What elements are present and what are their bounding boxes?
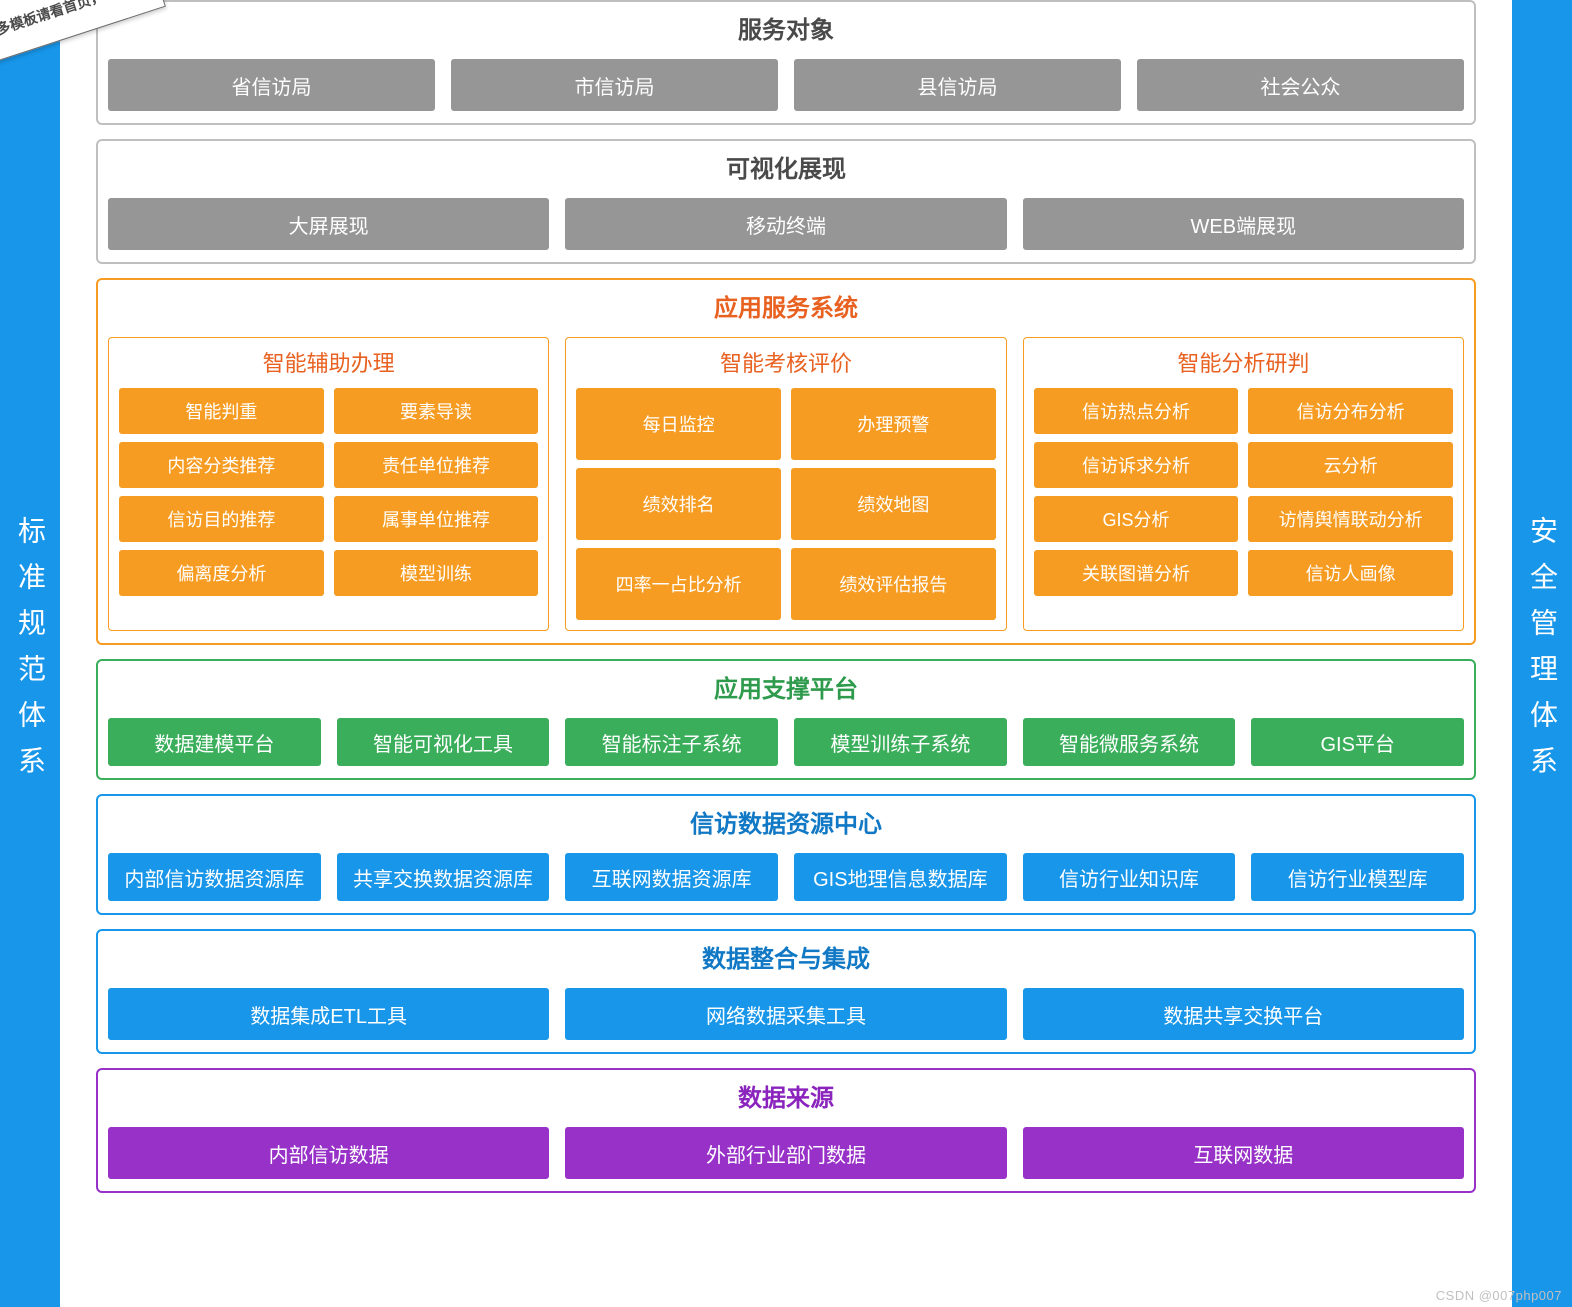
section-app-services: 应用服务系统 智能辅助办理 智能判重要素导读 内容分类推荐责任单位推荐 信访目的… (96, 278, 1476, 645)
row-groups: 智能辅助办理 智能判重要素导读 内容分类推荐责任单位推荐 信访目的推荐属事单位推… (108, 337, 1464, 631)
section-title: 可视化展现 (108, 147, 1464, 188)
box: 信访诉求分析 (1034, 442, 1239, 488)
section-data-center: 信访数据资源中心 内部信访数据资源库 共享交换数据资源库 互联网数据资源库 GI… (96, 794, 1476, 915)
row: 内部信访数据资源库 共享交换数据资源库 互联网数据资源库 GIS地理信息数据库 … (108, 853, 1464, 901)
box: 每日监控 (576, 388, 781, 460)
box: 内部信访数据 (108, 1127, 549, 1179)
box: 要素导读 (334, 388, 539, 434)
box: 数据集成ETL工具 (108, 988, 549, 1040)
box: 访情舆情联动分析 (1248, 496, 1453, 542)
row: 内部信访数据 外部行业部门数据 互联网数据 (108, 1127, 1464, 1179)
box: 外部行业部门数据 (565, 1127, 1006, 1179)
box-mobile: 移动终端 (565, 198, 1006, 250)
box: 模型训练子系统 (794, 718, 1007, 766)
row: 省信访局 市信访局 县信访局 社会公众 (108, 59, 1464, 111)
box: 智能判重 (119, 388, 324, 434)
box: 互联网数据资源库 (565, 853, 778, 901)
box: 属事单位推荐 (334, 496, 539, 542)
box: 信访人画像 (1248, 550, 1453, 596)
box-web: WEB端展现 (1023, 198, 1464, 250)
section-title: 数据来源 (108, 1076, 1464, 1117)
section-service-targets: 服务对象 省信访局 市信访局 县信访局 社会公众 (96, 0, 1476, 125)
watermark: CSDN @007php007 (1436, 1288, 1562, 1303)
box: 数据建模平台 (108, 718, 321, 766)
box: 信访分布分析 (1248, 388, 1453, 434)
box: GIS分析 (1034, 496, 1239, 542)
box: 信访行业知识库 (1023, 853, 1236, 901)
left-pillar: 标准规范体系 (0, 0, 60, 1307)
box-county-bureau: 县信访局 (794, 59, 1121, 111)
box: 信访目的推荐 (119, 496, 324, 542)
section-data-integration: 数据整合与集成 数据集成ETL工具 网络数据采集工具 数据共享交换平台 (96, 929, 1476, 1054)
section-visualization: 可视化展现 大屏展现 移动终端 WEB端展现 (96, 139, 1476, 264)
box: 关联图谱分析 (1034, 550, 1239, 596)
group-evaluate: 智能考核评价 每日监控办理预警 绩效排名绩效地图 四率一占比分析绩效评估报告 (565, 337, 1006, 631)
center-column: 服务对象 省信访局 市信访局 县信访局 社会公众 可视化展现 大屏展现 移动终端… (60, 0, 1512, 1307)
box-city-bureau: 市信访局 (451, 59, 778, 111)
box-province-bureau: 省信访局 (108, 59, 435, 111)
group-title: 智能分析研判 (1034, 346, 1453, 378)
section-title: 信访数据资源中心 (108, 802, 1464, 843)
box: 信访行业模型库 (1251, 853, 1464, 901)
box: 互联网数据 (1023, 1127, 1464, 1179)
box: 绩效地图 (791, 468, 996, 540)
box: 绩效排名 (576, 468, 781, 540)
box: 云分析 (1248, 442, 1453, 488)
box: GIS地理信息数据库 (794, 853, 1007, 901)
box: 智能可视化工具 (337, 718, 550, 766)
box: 责任单位推荐 (334, 442, 539, 488)
row: 数据集成ETL工具 网络数据采集工具 数据共享交换平台 (108, 988, 1464, 1040)
box: GIS平台 (1251, 718, 1464, 766)
box: 办理预警 (791, 388, 996, 460)
box: 信访热点分析 (1034, 388, 1239, 434)
box: 网络数据采集工具 (565, 988, 1006, 1040)
section-support-platform: 应用支撑平台 数据建模平台 智能可视化工具 智能标注子系统 模型训练子系统 智能… (96, 659, 1476, 780)
section-title: 应用服务系统 (108, 286, 1464, 327)
row: 数据建模平台 智能可视化工具 智能标注子系统 模型训练子系统 智能微服务系统 G… (108, 718, 1464, 766)
diagram-frame: 标准规范体系 服务对象 省信访局 市信访局 县信访局 社会公众 可视化展现 大屏… (0, 0, 1572, 1307)
right-pillar: 安全管理体系 (1512, 0, 1572, 1307)
row: 大屏展现 移动终端 WEB端展现 (108, 198, 1464, 250)
group-title: 智能辅助办理 (119, 346, 538, 378)
box: 数据共享交换平台 (1023, 988, 1464, 1040)
section-title: 数据整合与集成 (108, 937, 1464, 978)
section-title: 应用支撑平台 (108, 667, 1464, 708)
box: 四率一占比分析 (576, 548, 781, 620)
group-analysis: 智能分析研判 信访热点分析信访分布分析 信访诉求分析云分析 GIS分析访情舆情联… (1023, 337, 1464, 631)
group-assist: 智能辅助办理 智能判重要素导读 内容分类推荐责任单位推荐 信访目的推荐属事单位推… (108, 337, 549, 631)
box: 共享交换数据资源库 (337, 853, 550, 901)
box-public: 社会公众 (1137, 59, 1464, 111)
section-data-source: 数据来源 内部信访数据 外部行业部门数据 互联网数据 (96, 1068, 1476, 1193)
group-title: 智能考核评价 (576, 346, 995, 378)
box-large-screen: 大屏展现 (108, 198, 549, 250)
box: 智能标注子系统 (565, 718, 778, 766)
box: 绩效评估报告 (791, 548, 996, 620)
box: 智能微服务系统 (1023, 718, 1236, 766)
box: 内容分类推荐 (119, 442, 324, 488)
box: 内部信访数据资源库 (108, 853, 321, 901)
section-title: 服务对象 (108, 8, 1464, 49)
box: 偏离度分析 (119, 550, 324, 596)
box: 模型训练 (334, 550, 539, 596)
